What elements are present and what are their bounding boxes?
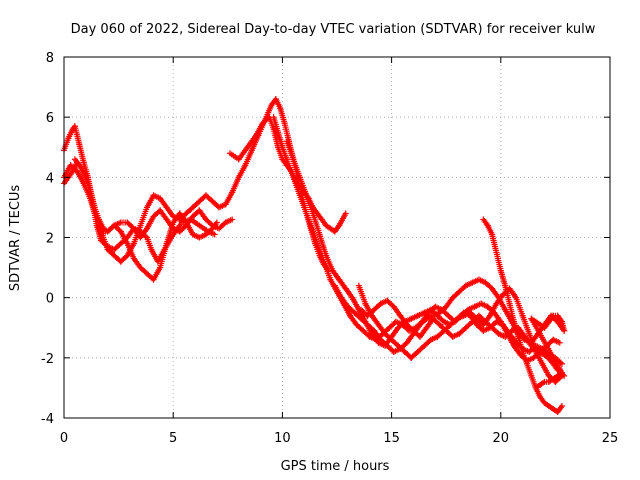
data-point (557, 359, 564, 366)
y-tick-label: -4 (41, 412, 54, 427)
x-tick-label: 10 (274, 431, 291, 446)
x-tick-label: 15 (383, 431, 400, 446)
x-tick-label: 20 (493, 431, 510, 446)
data-point (558, 402, 565, 409)
chart-title: Day 060 of 2022, Sidereal Day-to-day VTE… (71, 22, 596, 37)
series-track-6 (270, 114, 349, 235)
series-track-12 (528, 312, 568, 391)
data-point (556, 339, 563, 346)
data-points (61, 96, 568, 415)
y-tick-label: 4 (46, 171, 54, 186)
x-tick-label: 5 (169, 431, 177, 446)
data-point (561, 327, 568, 334)
series-track-2 (61, 123, 218, 265)
x-axis: 0 5 10 15 20 25 (60, 57, 618, 446)
x-axis-label: GPS time / hours (281, 459, 390, 474)
y-axis-label: SDTVAR / TECUs (8, 185, 23, 292)
series-track-4 (71, 96, 332, 274)
y-axis: -4 -2 0 2 4 6 8 (41, 51, 610, 427)
series-track-10 (355, 282, 565, 385)
y-tick-label: 2 (46, 232, 54, 247)
y-tick-label: 0 (46, 292, 54, 307)
data-point (558, 360, 565, 367)
data-point (142, 233, 149, 240)
data-point (229, 216, 236, 223)
data-point (342, 210, 349, 217)
y-tick-label: 6 (46, 111, 54, 126)
x-tick-label: 25 (602, 431, 619, 446)
data-point (213, 219, 220, 226)
y-tick-label: 8 (46, 51, 54, 66)
y-tick-label: -2 (41, 352, 54, 367)
data-point (211, 231, 218, 238)
x-tick-label: 0 (60, 431, 68, 446)
